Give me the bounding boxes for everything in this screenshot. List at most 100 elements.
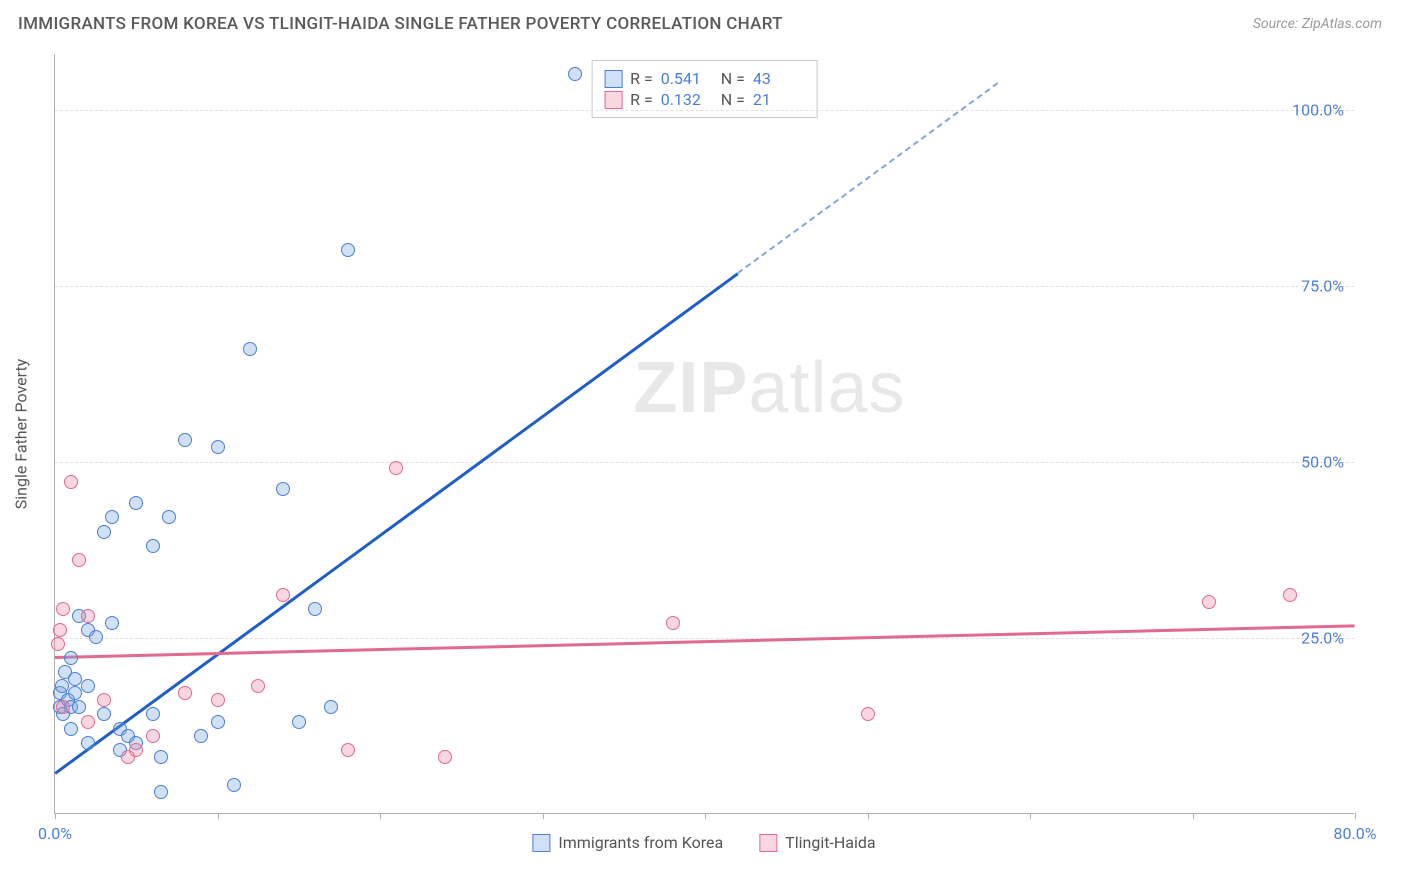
stat-r-value: 0.132 (661, 90, 713, 109)
stats-row-korea: R = 0.541 N = 43 (604, 69, 805, 88)
data-point-korea (68, 672, 82, 686)
gridline (55, 286, 1354, 287)
data-point-tlingit (129, 743, 143, 757)
stat-n-value: 43 (753, 69, 805, 88)
data-point-tlingit (146, 729, 160, 743)
y-tick-label: 75.0% (1301, 277, 1344, 296)
trend-line (54, 272, 738, 774)
legend-item-korea: Immigrants from Korea (532, 833, 723, 852)
watermark: ZIPatlas (633, 347, 905, 429)
stat-r-label: R = (630, 69, 653, 88)
legend-label: Immigrants from Korea (558, 833, 723, 852)
data-point-korea (89, 630, 103, 644)
data-point-korea (129, 496, 143, 510)
data-point-korea (178, 433, 192, 447)
x-tick (218, 813, 219, 819)
data-point-korea (211, 440, 225, 454)
gridline (55, 462, 1354, 463)
legend-swatch (604, 70, 622, 88)
data-point-tlingit (389, 461, 403, 475)
legend-swatch (604, 91, 622, 109)
x-tick (868, 813, 869, 819)
stat-r-label: R = (630, 90, 653, 109)
data-point-korea (64, 651, 78, 665)
data-point-tlingit (97, 693, 111, 707)
y-axis-label: Single Father Poverty (12, 358, 31, 509)
data-point-korea (72, 700, 86, 714)
data-point-tlingit (251, 679, 265, 693)
gridline (55, 638, 1354, 639)
x-tick (543, 813, 544, 819)
x-tick (55, 813, 56, 819)
x-tick (1193, 813, 1194, 819)
data-point-korea (146, 539, 160, 553)
stats-row-tlingit: R = 0.132 N = 21 (604, 90, 805, 109)
data-point-korea (243, 342, 257, 356)
data-point-tlingit (1202, 595, 1216, 609)
data-point-korea (227, 778, 241, 792)
data-point-korea (146, 707, 160, 721)
chart-area: Single Father Poverty ZIPatlas R =0.541N… (54, 54, 1354, 814)
data-point-tlingit (211, 693, 225, 707)
data-point-tlingit (81, 609, 95, 623)
data-point-korea (55, 679, 69, 693)
data-point-korea (292, 715, 306, 729)
x-tick (705, 813, 706, 819)
data-point-tlingit (56, 700, 70, 714)
data-point-tlingit (53, 623, 67, 637)
data-point-tlingit (276, 588, 290, 602)
stat-n-value: 21 (753, 90, 805, 109)
data-point-tlingit (64, 475, 78, 489)
data-point-tlingit (81, 715, 95, 729)
y-tick-label: 25.0% (1301, 629, 1344, 648)
y-tick-label: 100.0% (1292, 101, 1344, 120)
data-point-korea (68, 686, 82, 700)
legend-swatch (759, 834, 777, 852)
source-attribution: Source: ZipAtlas.com (1253, 16, 1382, 32)
data-point-korea (276, 482, 290, 496)
stat-n-label: N = (721, 69, 745, 88)
x-tick (1030, 813, 1031, 819)
data-point-tlingit (438, 750, 452, 764)
data-point-korea (64, 722, 78, 736)
data-point-tlingit (1283, 588, 1297, 602)
stat-r-value: 0.541 (661, 69, 713, 88)
data-point-korea (81, 679, 95, 693)
data-point-korea (324, 700, 338, 714)
data-point-korea (194, 729, 208, 743)
data-point-korea (341, 243, 355, 257)
gridline (55, 110, 1354, 111)
data-point-tlingit (56, 602, 70, 616)
data-point-tlingit (72, 553, 86, 567)
legend-item-tlingit: Tlingit-Haida (759, 833, 875, 852)
data-point-korea (308, 602, 322, 616)
y-tick-label: 50.0% (1301, 453, 1344, 472)
data-point-korea (81, 736, 95, 750)
legend-swatch (532, 834, 550, 852)
x-tick (1355, 813, 1356, 819)
x-tick-label: 80.0% (1334, 824, 1377, 843)
data-point-korea (105, 616, 119, 630)
stat-n-label: N = (721, 90, 745, 109)
data-point-korea (211, 715, 225, 729)
legend-label: Tlingit-Haida (785, 833, 875, 852)
data-point-tlingit (51, 637, 65, 651)
x-tick (380, 813, 381, 819)
watermark-bold: ZIP (633, 348, 748, 428)
data-point-korea (97, 707, 111, 721)
data-point-korea (162, 510, 176, 524)
data-point-tlingit (341, 743, 355, 757)
watermark-rest: atlas (748, 348, 905, 428)
data-point-tlingit (666, 616, 680, 630)
data-point-korea (154, 750, 168, 764)
chart-title: IMMIGRANTS FROM KOREA VS TLINGIT-HAIDA S… (18, 14, 783, 34)
data-point-korea (105, 510, 119, 524)
plot-region: Single Father Poverty ZIPatlas R =0.541N… (54, 54, 1354, 814)
data-point-korea (97, 525, 111, 539)
data-point-tlingit (178, 686, 192, 700)
x-tick-label: 0.0% (38, 824, 72, 843)
series-legend: Immigrants from Korea Tlingit-Haida (532, 833, 875, 852)
data-point-korea (154, 785, 168, 799)
data-point-korea (568, 67, 582, 81)
data-point-tlingit (861, 707, 875, 721)
